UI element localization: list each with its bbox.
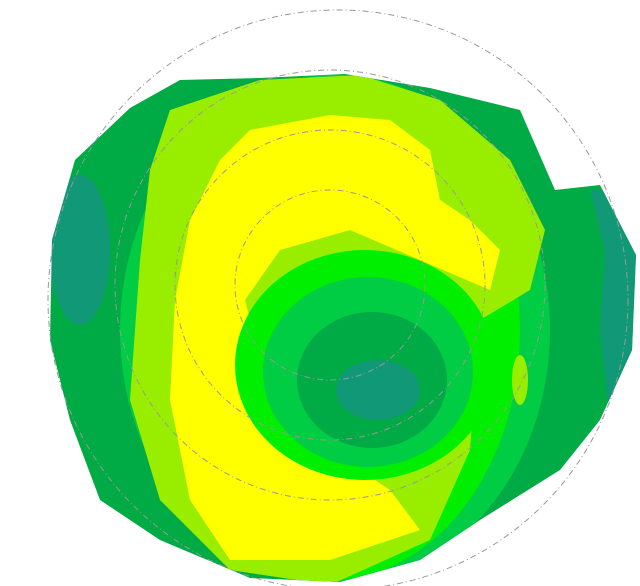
grid-ring bbox=[47, 9, 629, 586]
grid-ring bbox=[234, 189, 426, 381]
contour-level bbox=[170, 115, 500, 560]
contour-level bbox=[336, 360, 420, 420]
grid-rings bbox=[47, 9, 629, 586]
grid-ring bbox=[114, 69, 546, 501]
contour-level bbox=[50, 175, 110, 325]
grid-ring bbox=[174, 129, 486, 441]
contour-level bbox=[512, 355, 528, 405]
